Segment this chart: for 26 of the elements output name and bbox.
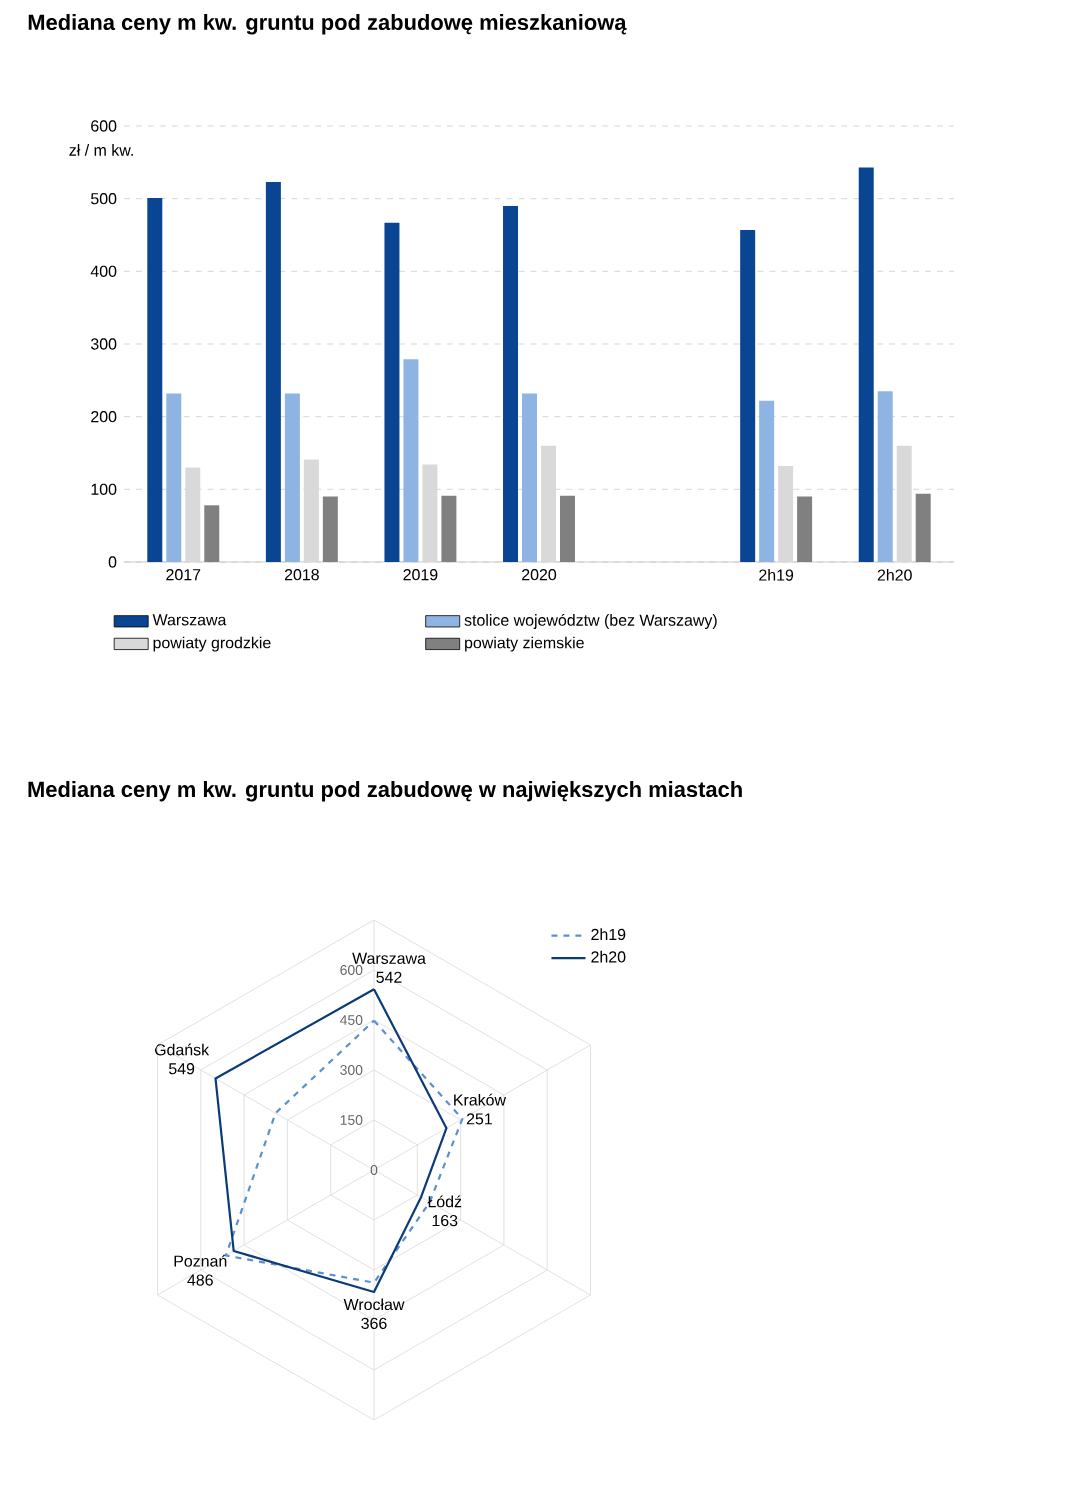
bar (778, 466, 794, 562)
bar (503, 205, 519, 562)
bar (185, 467, 201, 562)
bar (422, 464, 438, 562)
bar (403, 359, 419, 562)
bar (284, 393, 300, 562)
bar (441, 495, 457, 562)
bar (797, 496, 813, 562)
bar (896, 445, 912, 562)
bar (915, 493, 931, 562)
chart-title: Mediana ceny m kw. gruntu pod zabudowę w największych miastach (28, 781, 742, 802)
bar (759, 400, 775, 562)
bar (147, 197, 163, 562)
bar (322, 496, 338, 562)
bar (559, 495, 575, 562)
bar (204, 505, 220, 562)
bar (877, 391, 893, 562)
bar (740, 229, 756, 562)
bar (303, 459, 319, 562)
bar (522, 393, 537, 562)
bar (265, 181, 281, 562)
chart-title: Mediana ceny m kw. gruntu pod zabudowę mieszkaniową (28, 13, 627, 35)
bar (166, 393, 182, 562)
bar (540, 445, 556, 562)
bar (858, 167, 874, 562)
bar (384, 222, 400, 562)
